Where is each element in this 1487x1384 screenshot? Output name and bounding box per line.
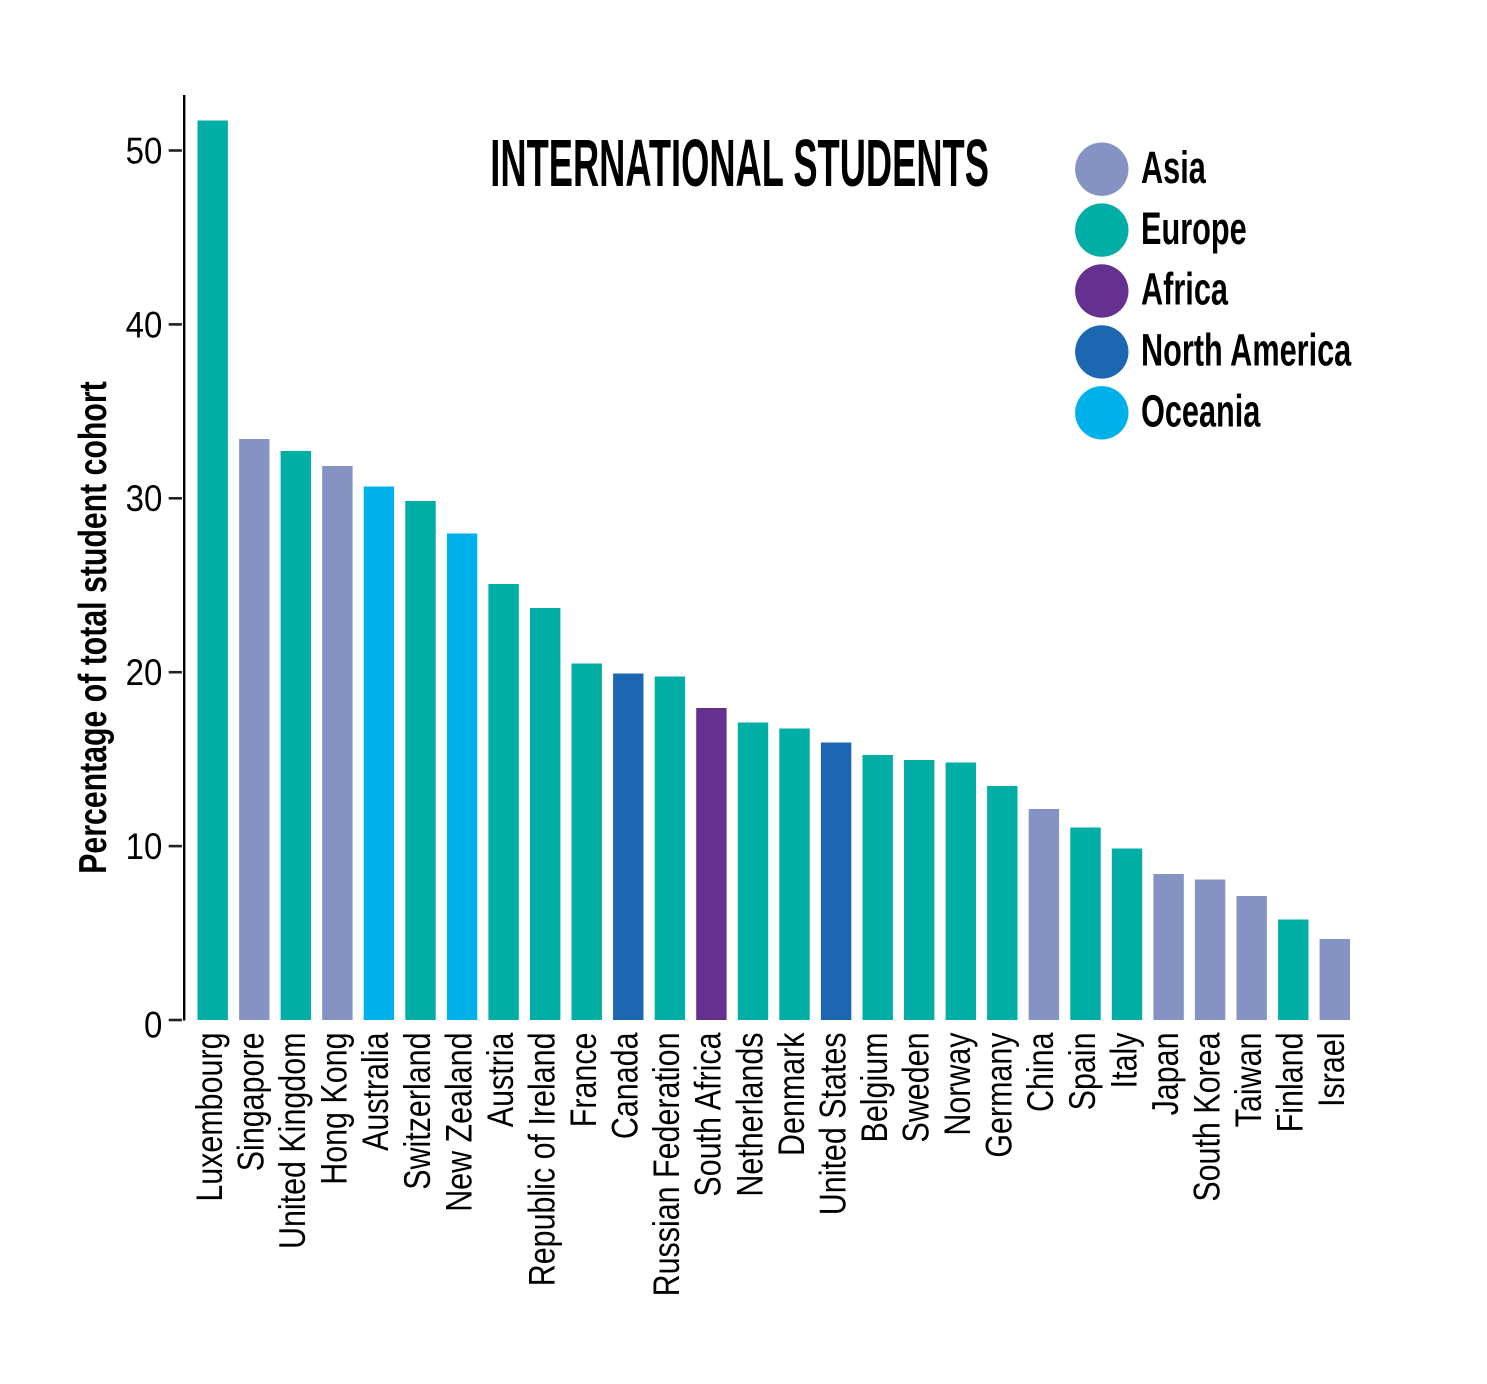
svg-text:Netherlands: Netherlands [730,1033,771,1197]
svg-text:China: China [1020,1032,1061,1112]
svg-text:Africa: Africa [1141,265,1228,316]
svg-text:Belgium: Belgium [854,1033,895,1143]
svg-text:France: France [563,1033,604,1128]
svg-text:Norway: Norway [937,1032,978,1135]
svg-text:Spain: Spain [1062,1033,1103,1111]
svg-text:Republic of Ireland: Republic of Ireland [522,1033,563,1287]
svg-text:United Kingdom: United Kingdom [272,1033,313,1250]
svg-text:Russian Federation: Russian Federation [646,1033,687,1297]
svg-text:Canada: Canada [605,1032,646,1139]
svg-text:South Africa: South Africa [688,1032,729,1196]
svg-text:Japan: Japan [1145,1033,1186,1116]
svg-text:30: 30 [126,478,163,519]
svg-text:Europe: Europe [1141,204,1247,255]
svg-text:40: 40 [126,304,163,345]
svg-text:50: 50 [126,130,163,171]
svg-text:Israel: Israel [1311,1033,1352,1107]
svg-text:10: 10 [126,826,163,867]
svg-text:Hong Kong: Hong Kong [314,1033,355,1185]
svg-text:INTERNATIONAL STUDENTS: INTERNATIONAL STUDENTS [490,126,989,201]
svg-text:Denmark: Denmark [771,1032,812,1156]
svg-text:Percentage of total student co: Percentage of total student cohort [73,381,115,874]
svg-text:Finland: Finland [1270,1033,1311,1133]
svg-text:Taiwan: Taiwan [1228,1033,1269,1128]
svg-text:Sweden: Sweden [896,1033,937,1143]
svg-text:20: 20 [126,652,163,693]
svg-text:Germany: Germany [979,1032,1020,1157]
svg-text:Italy: Italy [1104,1032,1145,1088]
svg-text:United States: United States [813,1033,854,1216]
svg-text:Australia: Australia [355,1032,396,1151]
svg-text:North America: North America [1141,326,1351,377]
svg-text:Oceania: Oceania [1141,387,1261,438]
svg-text:Austria: Austria [480,1032,521,1127]
svg-text:New Zealand: New Zealand [439,1033,480,1212]
svg-text:Singapore: Singapore [231,1033,272,1172]
svg-text:Luxembourg: Luxembourg [189,1033,230,1202]
svg-text:South Korea: South Korea [1187,1032,1228,1201]
svg-text:Asia: Asia [1141,143,1206,194]
svg-text:0: 0 [144,1005,162,1046]
svg-text:Switzerland: Switzerland [397,1033,438,1190]
